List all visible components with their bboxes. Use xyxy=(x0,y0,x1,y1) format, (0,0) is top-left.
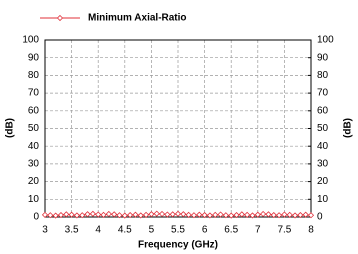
data-point xyxy=(84,211,91,218)
data-point xyxy=(281,211,288,218)
data-point xyxy=(95,211,102,218)
data-point xyxy=(249,212,256,219)
data-point xyxy=(52,212,59,219)
x-tick-label: 5.5 xyxy=(171,225,185,236)
data-point xyxy=(41,211,49,218)
data-point xyxy=(238,211,245,218)
y2-tick-label: 50 xyxy=(317,123,329,134)
x-tick-label: 3.5 xyxy=(65,225,79,236)
data-point xyxy=(158,210,166,218)
data-point xyxy=(254,211,261,218)
x-axis-title: Frequency (GHz) xyxy=(138,240,218,251)
y-tick-label: 90 xyxy=(28,52,40,63)
data-point xyxy=(73,212,80,219)
y2-tick-label: 40 xyxy=(317,141,329,152)
data-point xyxy=(143,211,150,218)
y-tick-label: 70 xyxy=(28,88,40,99)
data-point xyxy=(116,212,123,219)
data-point xyxy=(111,211,118,218)
data-point xyxy=(244,211,251,218)
data-point xyxy=(265,211,272,218)
data-point xyxy=(297,211,304,219)
data-point xyxy=(79,212,86,219)
data-point xyxy=(153,210,160,217)
data-point xyxy=(185,211,192,218)
data-point xyxy=(121,212,128,219)
data-point xyxy=(302,211,309,218)
data-point xyxy=(276,212,283,219)
data-point xyxy=(137,212,144,219)
x-tick-label: 6 xyxy=(202,225,208,236)
legend-label: Minimum Axial-Ratio xyxy=(88,13,187,24)
plot-frame xyxy=(44,39,312,218)
data-point xyxy=(201,211,208,219)
y2-tick-label: 30 xyxy=(317,159,329,170)
y2-tick-label: 0 xyxy=(317,212,323,223)
y-tick-label: 100 xyxy=(22,35,39,46)
y2-tick-label: 10 xyxy=(317,194,329,205)
data-point xyxy=(105,210,112,218)
data-point xyxy=(270,211,277,219)
y2-tick-label: 80 xyxy=(317,70,329,81)
y2-axis-title: (dB) xyxy=(343,118,354,138)
data-point xyxy=(132,211,139,218)
y-tick-label: 60 xyxy=(28,105,40,116)
data-point xyxy=(228,212,235,219)
data-point xyxy=(127,211,134,219)
x-tick-label: 6.5 xyxy=(224,225,238,236)
y-tick-label: 20 xyxy=(28,176,40,187)
data-point xyxy=(63,211,70,218)
data-point xyxy=(217,211,224,218)
y-tick-label: 0 xyxy=(33,212,39,223)
data-point xyxy=(180,211,187,218)
data-point xyxy=(286,211,293,218)
y-axis-title: (dB) xyxy=(5,118,16,138)
y2-tick-label: 20 xyxy=(317,176,329,187)
data-point xyxy=(148,211,155,218)
data-point xyxy=(89,210,96,217)
x-tick-label: 4.5 xyxy=(118,225,132,236)
data-point xyxy=(164,211,171,218)
data-point xyxy=(47,212,54,219)
data-point xyxy=(174,210,182,217)
data-point xyxy=(212,211,219,218)
y-tick-label: 40 xyxy=(28,141,40,152)
x-tick-label: 8 xyxy=(308,225,314,236)
y2-tick-label: 60 xyxy=(317,105,329,116)
y-tick-label: 80 xyxy=(28,70,40,81)
x-tick-label: 7.5 xyxy=(277,225,291,236)
data-point xyxy=(206,212,213,219)
y-tick-label: 50 xyxy=(28,123,40,134)
data-point xyxy=(169,211,176,218)
data-point xyxy=(260,210,267,218)
data-point xyxy=(196,211,203,218)
data-point xyxy=(190,212,198,219)
data-point xyxy=(233,211,240,219)
x-tick-label: 7 xyxy=(255,225,261,236)
y2-tick-label: 70 xyxy=(317,88,329,99)
data-point xyxy=(307,212,315,219)
y-tick-label: 30 xyxy=(28,159,40,170)
data-point xyxy=(291,212,299,219)
x-tick-label: 3 xyxy=(42,225,48,236)
y2-tick-label: 100 xyxy=(317,35,334,46)
y2-tick-label: 90 xyxy=(317,52,329,63)
x-tick-label: 4 xyxy=(95,225,101,236)
x-tick-label: 5 xyxy=(149,225,155,236)
y-tick-label: 10 xyxy=(28,194,40,205)
legend-marker xyxy=(56,14,64,22)
data-point xyxy=(100,211,107,218)
data-point xyxy=(68,211,75,218)
data-point xyxy=(222,212,229,219)
data-point xyxy=(57,211,65,219)
